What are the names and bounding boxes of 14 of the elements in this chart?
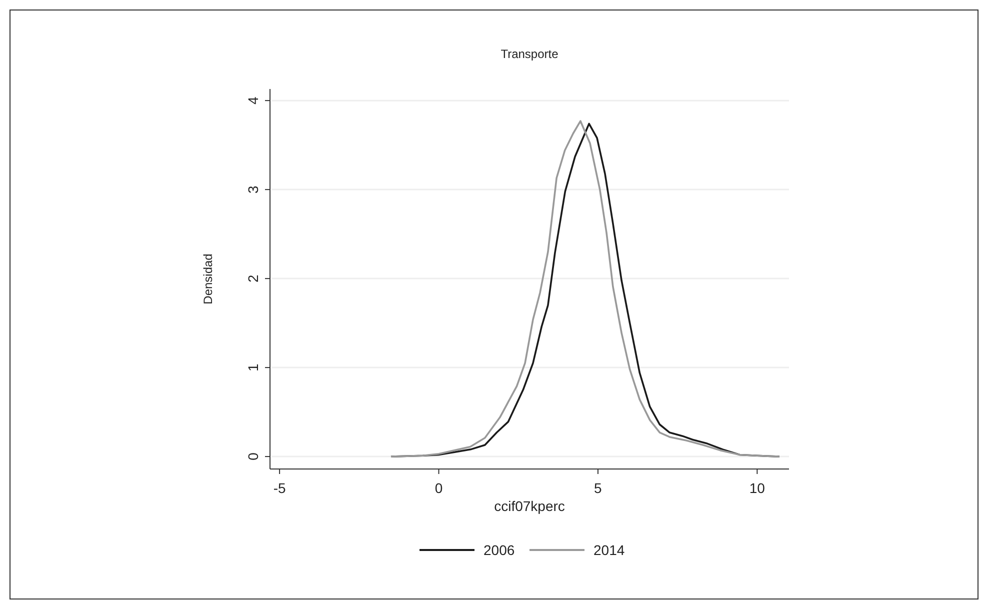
x-tick-label: 5 — [594, 480, 602, 496]
y-tick-label: 0 — [245, 452, 261, 460]
y-tick-label: 4 — [245, 96, 261, 104]
x-axis-title: ccif07kperc — [494, 498, 565, 514]
legend-label: 2014 — [594, 542, 625, 558]
y-tick-label: 2 — [245, 274, 261, 282]
legend-label: 2006 — [484, 542, 515, 558]
y-tick-label: 1 — [245, 363, 261, 372]
y-axis-title: Densidad — [201, 254, 215, 304]
x-tick-label: -5 — [273, 480, 286, 496]
chart-title: Transporte — [500, 47, 559, 61]
x-tick-label: 10 — [749, 480, 766, 496]
x-tick-label: 0 — [434, 480, 443, 496]
y-tick-label: 3 — [245, 185, 261, 194]
